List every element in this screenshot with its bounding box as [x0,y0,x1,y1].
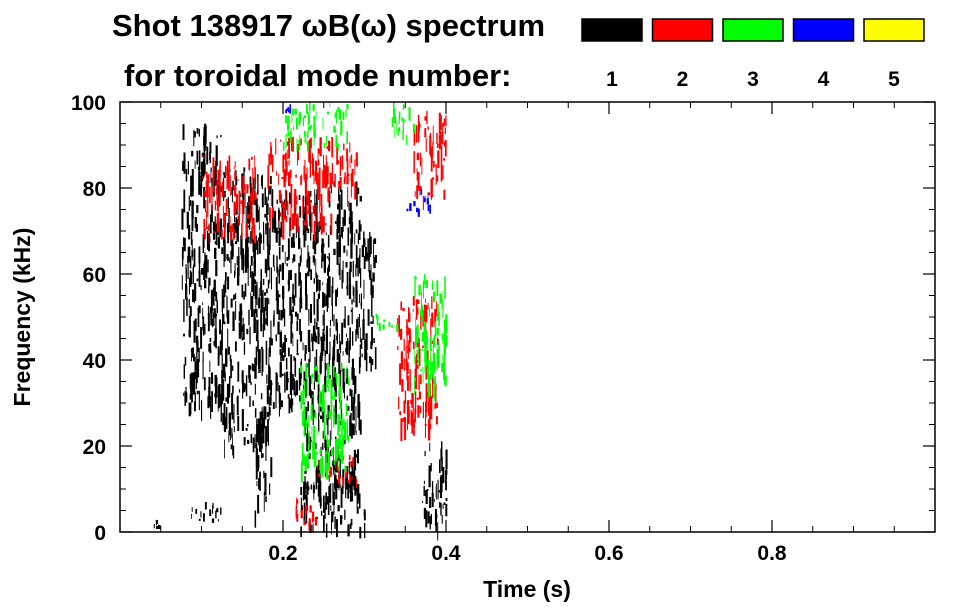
y-tick-label-2: 20 [83,436,106,459]
chart-title: Shot 138917 ωB(ω) spectrum [112,8,545,43]
x-tick-label-1: 0.2 [268,542,297,565]
mode-1-region-9 [191,502,222,523]
mode-1-region-3 [254,406,273,528]
series-mode-1 [153,123,448,541]
legend: 1 2 3 4 5 [581,18,925,91]
legend-swatch-mode-1 [581,18,643,42]
legend-label-mode-5: 5 [888,68,900,91]
legend-swatch-mode-4 [792,18,855,42]
mode-2-region-1 [201,154,259,245]
x-tick-label-2: 0.4 [431,542,461,565]
mode-3-region-4 [300,362,350,483]
series-mode-4 [285,104,431,217]
y-axis-label: Frequency (kHz) [9,228,35,407]
mode-1-region-4 [270,189,306,417]
mode-4-region-1 [406,188,431,217]
y-tick-label-4: 60 [83,264,106,287]
mode-3-region-5 [391,102,415,145]
legend-swatch-mode-5 [863,18,925,42]
y-tick-label-3: 40 [83,350,106,373]
legend-label-mode-1: 1 [606,68,618,91]
x-tick-label-3: 0.6 [594,542,623,565]
x-tick-label-4: 0.8 [757,542,787,565]
series-mode-3 [283,102,448,483]
mode-3-region-3 [414,274,448,402]
legend-swatch-mode-3 [722,18,784,42]
mode-3-region-2 [375,313,399,332]
y-tick-label-1: 0 [94,522,106,545]
mode-2-region-3 [334,142,358,207]
legend-label-mode-3: 3 [747,68,759,91]
plot-frame [119,101,936,533]
mode-1-region-8 [421,441,448,541]
mode-3-region-1 [283,102,349,153]
mode-1-region-1 [181,123,224,422]
series-mode-2 [201,110,447,533]
plot-data [153,102,448,541]
y-tick-label-6: 100 [71,92,106,115]
legend-label-mode-2: 2 [677,68,689,91]
mode-2-region-7 [295,498,317,533]
axis-ticks: 0.2 0.4 0.6 0.8 0 20 40 60 80 100 [71,92,935,565]
chart-subtitle: for toroidal mode number: [124,58,512,93]
mode-2-region-2 [267,136,334,242]
mode-4-region-2 [285,104,292,114]
x-axis-label: Time (s) [483,576,571,602]
mode-1-region-6 [360,231,377,372]
mode-1-region-10 [153,519,161,529]
mode-2-region-5 [413,110,447,210]
y-tick-label-5: 80 [83,178,106,201]
legend-label-mode-4: 4 [818,68,830,91]
legend-swatch-mode-2 [651,18,714,42]
mode-1-region-2 [222,167,273,461]
